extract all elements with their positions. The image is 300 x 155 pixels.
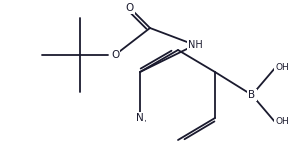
Text: NH: NH: [188, 40, 202, 50]
Text: O: O: [126, 3, 134, 13]
Text: O: O: [111, 50, 119, 60]
Text: B: B: [248, 90, 256, 100]
Text: OH: OH: [275, 64, 289, 73]
Text: OH: OH: [275, 117, 289, 126]
Text: N: N: [136, 113, 144, 123]
